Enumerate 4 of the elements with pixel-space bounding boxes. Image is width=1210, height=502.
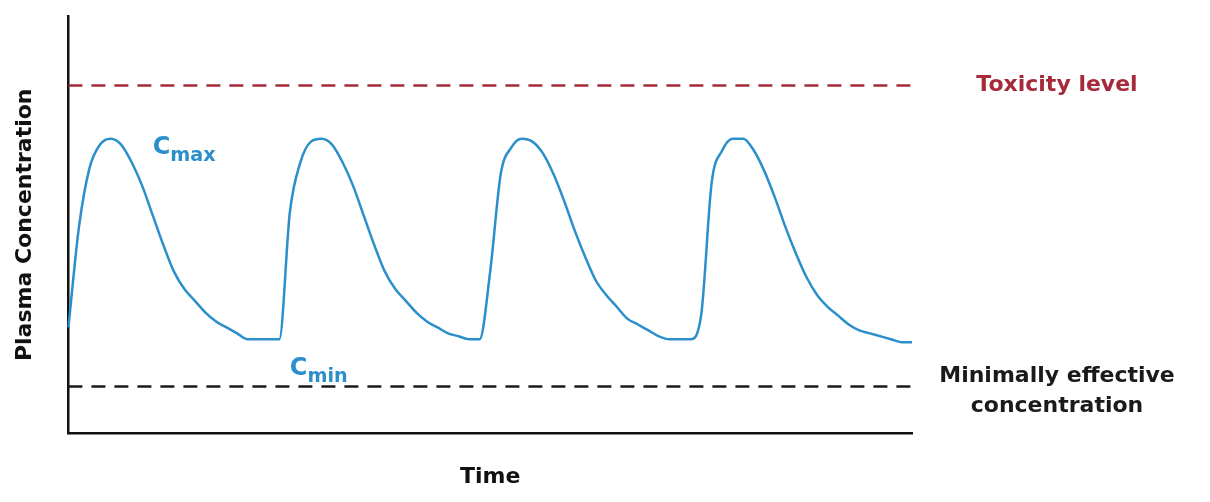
x-axis-title: Time (460, 462, 521, 488)
ref-line-label: Minimally effective concentration (939, 362, 1175, 418)
y-axis-title: Plasma Concentration (10, 88, 36, 362)
ref-line-label: Toxicity level (976, 71, 1138, 97)
